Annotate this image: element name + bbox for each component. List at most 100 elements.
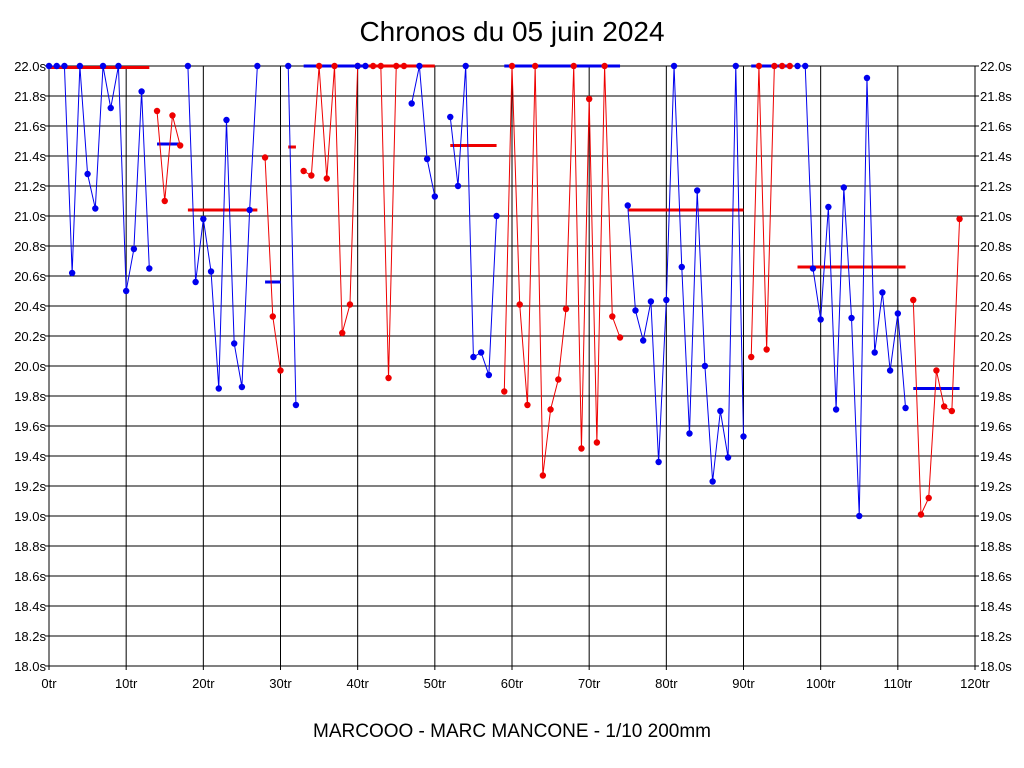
data-point [578, 445, 585, 452]
data-point [709, 478, 716, 485]
data-point [570, 62, 577, 70]
data-point [871, 349, 878, 356]
x-tick-label: 80tr [655, 676, 678, 691]
data-point [246, 206, 253, 214]
data-point [84, 170, 91, 178]
data-point [778, 62, 786, 70]
data-point [809, 265, 817, 272]
y-tick-label-right: 20.8s [980, 239, 1012, 254]
data-point [863, 74, 871, 82]
y-tick-label-right: 20.6s [980, 269, 1012, 284]
series-line [797, 65, 907, 517]
data-point [146, 265, 153, 272]
data-point [670, 62, 678, 70]
data-point [122, 287, 130, 295]
y-tick-label-right: 18.2s [980, 629, 1012, 644]
data-point [724, 454, 732, 461]
y-tick-label-right: 20.2s [980, 329, 1012, 344]
data-point [393, 62, 400, 70]
y-tick-label-left: 19.6s [14, 419, 46, 434]
series-lines [49, 65, 961, 517]
data-point [694, 187, 701, 194]
data-point [879, 289, 886, 296]
average-lines [49, 64, 960, 390]
series-line [503, 65, 621, 476]
series-line [373, 65, 404, 379]
data-point [585, 95, 593, 103]
data-point [130, 245, 138, 253]
data-points [45, 62, 963, 520]
data-point [92, 205, 99, 212]
data-point [555, 376, 562, 383]
y-tick-label-right: 22.0s [980, 59, 1012, 74]
y-tick-label-left: 19.8s [14, 389, 46, 404]
data-point [61, 62, 68, 70]
data-point [223, 116, 230, 124]
data-point [902, 404, 909, 412]
data-point [940, 403, 948, 410]
y-tick-label-left: 20.6s [14, 269, 46, 284]
x-tick-label: 10tr [115, 676, 138, 691]
data-point [609, 313, 616, 320]
data-point [53, 62, 60, 70]
data-point [894, 310, 902, 317]
y-tick-label-left: 18.8s [14, 539, 46, 554]
data-point [933, 367, 940, 374]
series-line [49, 65, 150, 292]
data-point [300, 167, 307, 175]
data-point [686, 430, 693, 437]
data-point [454, 182, 462, 190]
data-point [315, 62, 323, 70]
x-tick-label: 90tr [732, 676, 755, 691]
data-point [593, 439, 601, 446]
data-point [292, 401, 300, 409]
data-point [639, 337, 647, 344]
x-tick-label: 70tr [578, 676, 601, 691]
data-point [115, 62, 122, 70]
y-tick-label-right: 18.0s [980, 659, 1012, 674]
data-point [462, 62, 469, 70]
series-line [750, 65, 790, 358]
y-tick-label-left: 19.4s [14, 449, 46, 464]
data-point [45, 62, 53, 70]
y-tick-label-left: 21.0s [14, 209, 46, 224]
y-tick-label-left: 20.0s [14, 359, 46, 374]
data-point [76, 62, 84, 70]
series-line [449, 65, 498, 376]
x-tick-label: 50tr [424, 676, 447, 691]
data-point [269, 313, 276, 320]
data-point [192, 278, 199, 286]
data-point [948, 407, 956, 415]
chart-footer: MARCOOO - MARC MANCONE - 1/10 200mm [313, 721, 711, 742]
data-point [802, 62, 809, 70]
y-tick-label-left: 20.8s [14, 239, 46, 254]
data-point [763, 346, 770, 353]
series-line [627, 65, 744, 482]
data-point [647, 298, 655, 305]
data-point [408, 100, 415, 107]
data-point [917, 511, 925, 518]
data-point [331, 62, 338, 70]
data-point [369, 62, 377, 70]
data-point [285, 62, 292, 70]
data-point [794, 62, 801, 70]
data-point [207, 268, 215, 275]
data-point [663, 296, 670, 304]
y-tick-label-right: 19.6s [980, 419, 1012, 434]
y-tick-label-right: 18.4s [980, 599, 1012, 614]
series-line [287, 65, 297, 406]
y-tick-label-right: 19.4s [980, 449, 1012, 464]
data-point [886, 367, 894, 374]
data-point [717, 407, 724, 415]
x-tick-label: 40tr [346, 676, 369, 691]
y-tick-label-left: 19.0s [14, 509, 46, 524]
y-tick-label-right: 18.6s [980, 569, 1012, 584]
data-point [701, 362, 709, 370]
data-point [562, 305, 570, 313]
data-point [176, 142, 184, 149]
series-line [264, 157, 281, 371]
y-tick-label-left: 21.4s [14, 149, 46, 164]
data-point [400, 62, 408, 70]
x-tick-label: 30tr [269, 676, 292, 691]
